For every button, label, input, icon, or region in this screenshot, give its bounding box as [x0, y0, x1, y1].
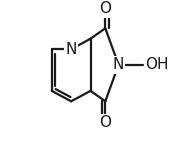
Text: O: O — [99, 115, 111, 130]
Text: N: N — [113, 57, 124, 72]
Text: O: O — [99, 1, 111, 16]
Text: N: N — [65, 42, 77, 57]
Text: OH: OH — [145, 57, 168, 72]
